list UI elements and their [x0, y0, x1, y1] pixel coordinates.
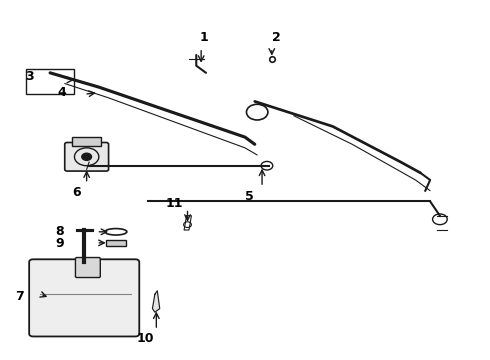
Text: 10: 10 [136, 333, 154, 346]
Circle shape [82, 153, 92, 160]
Polygon shape [152, 291, 160, 312]
Bar [106, 240, 125, 246]
FancyBboxPatch shape [29, 259, 139, 337]
Text: 2: 2 [272, 31, 281, 44]
Text: 11: 11 [166, 197, 183, 210]
FancyBboxPatch shape [75, 257, 100, 278]
Text: 1: 1 [199, 31, 208, 44]
Text: 7: 7 [16, 289, 24, 303]
Text: 6: 6 [73, 186, 81, 199]
FancyBboxPatch shape [65, 143, 109, 171]
Text: 9: 9 [55, 237, 64, 250]
Text: 8: 8 [55, 225, 64, 238]
Bar [72, 137, 101, 146]
Text: 3: 3 [25, 70, 34, 83]
Text: 5: 5 [245, 190, 254, 203]
Bar [26, 69, 74, 94]
Text: 4: 4 [58, 86, 67, 99]
